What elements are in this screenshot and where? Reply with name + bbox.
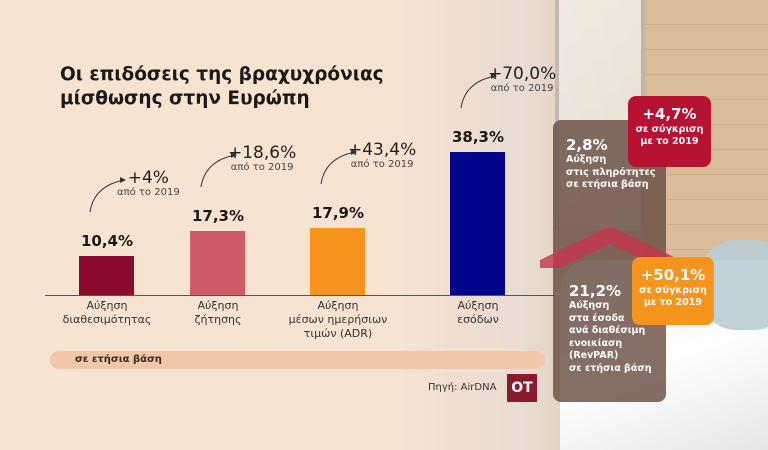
category-line: διαθεσιμότητας	[62, 313, 152, 326]
curved-arrow-icon	[89, 177, 126, 213]
curved-arrow-icon	[460, 73, 497, 109]
source-text: Πηγή: AirDNA	[428, 382, 497, 393]
category-line: Αύξηση	[86, 299, 128, 312]
basis-label: σε ετήσια βάση	[50, 351, 545, 369]
category-label-0: Αύξηση διαθεσιμότητας	[37, 299, 177, 327]
curved-arrow-icon	[200, 151, 237, 187]
category-line: μέσων ημερήσιων	[288, 313, 388, 326]
value-label-2: 17,9%	[311, 204, 365, 223]
category-line: Αύξηση	[317, 299, 359, 312]
category-line: τιμών (ADR)	[303, 327, 373, 340]
bar-0	[79, 256, 134, 295]
annotation-note: από το 2019	[490, 83, 554, 95]
annotation-1: +18,6% από το 2019	[228, 143, 296, 173]
annotation-3: +70,0% από το 2019	[488, 64, 556, 94]
occupancy-stat: 2,8% Αύξηση στις πληρότητες σε ετήσια βά…	[566, 136, 656, 190]
annotation-note: από το 2019	[117, 187, 180, 199]
category-label-2: Αύξηση μέσων ημερήσιων τιμών (ADR)	[268, 299, 408, 341]
value-label-1: 17,3%	[191, 206, 245, 225]
bar-3	[450, 152, 505, 295]
bar-2	[310, 228, 365, 295]
annotation-2: +43,4% από το 2019	[348, 140, 416, 170]
annotation-note: από το 2019	[230, 161, 294, 173]
annotation-value: +43,4%	[348, 140, 417, 161]
logo: OT	[507, 374, 537, 402]
value-label-3: 38,3%	[451, 128, 505, 147]
callout-occupancy-2019: +4,7% σε σύγκριση με το 2019	[628, 96, 711, 167]
callout-revpar-2019: +50,1% σε σύγκριση με το 2019	[632, 257, 714, 325]
chart-title: Οι επιδόσεις της βραχυχρόνιας μίσθωσης σ…	[60, 64, 384, 109]
revpar-stat: 21,2% Αύξηση στα έσοδα ανά διαθέσιμη ενο…	[569, 282, 652, 374]
curved-arrow-icon	[320, 149, 357, 185]
annotation-note: από το 2019	[350, 159, 414, 171]
category-line: ζήτησης	[194, 313, 242, 326]
x-axis	[45, 295, 555, 296]
value-label-0: 10,4%	[80, 232, 134, 251]
category-line: Αύξηση	[457, 299, 499, 312]
category-label-1: Αύξηση ζήτησης	[148, 299, 288, 327]
annotation-value: +70,0%	[488, 64, 557, 85]
category-line: εσόδων	[457, 313, 499, 326]
annotation-0: +4% από το 2019	[117, 168, 180, 198]
category-line: Αύξηση	[197, 299, 239, 312]
bar-1	[190, 230, 245, 295]
category-label-3: Αύξηση εσόδων	[408, 299, 548, 327]
annotation-value: +4%	[127, 168, 169, 189]
annotation-value: +18,6%	[228, 142, 297, 163]
